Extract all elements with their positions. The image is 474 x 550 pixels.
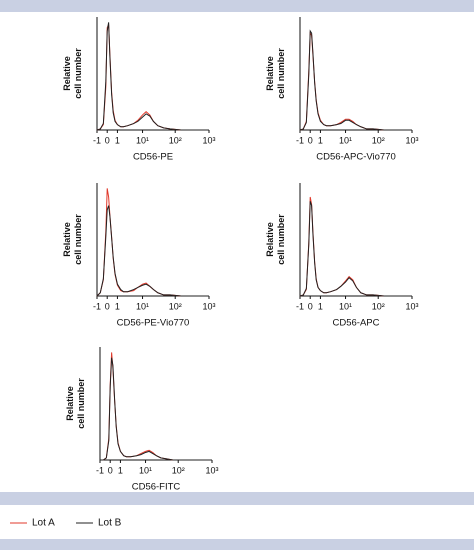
y-axis-label: Relative cell number — [62, 48, 83, 99]
y-axis-label-line: Relative — [62, 56, 72, 91]
y-axis-label-line: Relative — [62, 222, 72, 257]
x-tick-label: 10³ — [205, 465, 218, 475]
y-axis-label-line: cell number — [276, 48, 286, 99]
x-axis-label: CD56-APC-Vio770 — [316, 152, 396, 163]
x-tick-label: -1 — [96, 465, 104, 475]
histogram-line — [96, 22, 209, 131]
x-tick-label: 10³ — [405, 301, 418, 311]
x-tick-label: 10³ — [202, 135, 215, 145]
legend-label: Lot A — [32, 518, 55, 529]
histogram-line — [299, 201, 412, 297]
y-axis-label-line: cell number — [276, 214, 286, 265]
y-axis-label-line: cell number — [73, 48, 83, 99]
y-axis-label: Relative cell number — [265, 48, 286, 99]
x-tick-label: -1 — [296, 135, 304, 145]
x-tick-label: 0 — [308, 135, 313, 145]
x-tick-label: 0 — [108, 465, 113, 475]
x-tick-label: 10² — [372, 135, 385, 145]
x-tick-label: 0 — [308, 301, 313, 311]
x-axis-label: CD56-FITC — [132, 482, 181, 493]
histogram-line — [96, 205, 209, 297]
x-tick-label: 10¹ — [136, 301, 149, 311]
x-tick-label: -1 — [93, 301, 101, 311]
y-axis-label: Relative cell number — [62, 214, 83, 265]
y-axis-label-line: Relative — [265, 222, 275, 257]
legend-panel — [0, 505, 474, 539]
x-tick-label: 10² — [172, 465, 185, 475]
x-tick-label: 1 — [115, 135, 120, 145]
x-tick-label: 10² — [372, 301, 385, 311]
x-axis-label: CD56-PE — [133, 152, 173, 163]
x-tick-label: 10³ — [405, 135, 418, 145]
x-tick-label: 10¹ — [136, 135, 149, 145]
x-tick-label: -1 — [296, 301, 304, 311]
x-tick-label: 0 — [105, 135, 110, 145]
histogram-line — [100, 357, 212, 461]
x-tick-label: 1 — [118, 465, 123, 475]
y-axis-label-line: Relative — [265, 56, 275, 91]
x-tick-label: 10² — [169, 135, 182, 145]
x-tick-label: 1 — [115, 301, 120, 311]
y-axis-label-line: cell number — [76, 378, 86, 429]
x-tick-label: 10¹ — [339, 135, 352, 145]
x-tick-label: 10¹ — [339, 301, 352, 311]
x-axis-label: CD56-PE-Vio770 — [117, 318, 190, 329]
x-tick-label: 10¹ — [139, 465, 152, 475]
x-tick-label: 0 — [105, 301, 110, 311]
x-tick-label: 10³ — [202, 301, 215, 311]
y-axis-label-line: cell number — [73, 214, 83, 265]
y-axis-label: Relative cell number — [65, 378, 86, 429]
chart-panel — [0, 12, 474, 492]
x-tick-label: -1 — [93, 135, 101, 145]
x-axis-label: CD56-APC — [333, 318, 380, 329]
x-tick-label: 10² — [169, 301, 182, 311]
x-tick-label: 1 — [318, 135, 323, 145]
legend-label: Lot B — [98, 518, 122, 529]
histogram-line — [299, 29, 412, 131]
x-tick-label: 1 — [318, 301, 323, 311]
y-axis-label: Relative cell number — [265, 214, 286, 265]
y-axis-label-line: Relative — [65, 386, 75, 421]
